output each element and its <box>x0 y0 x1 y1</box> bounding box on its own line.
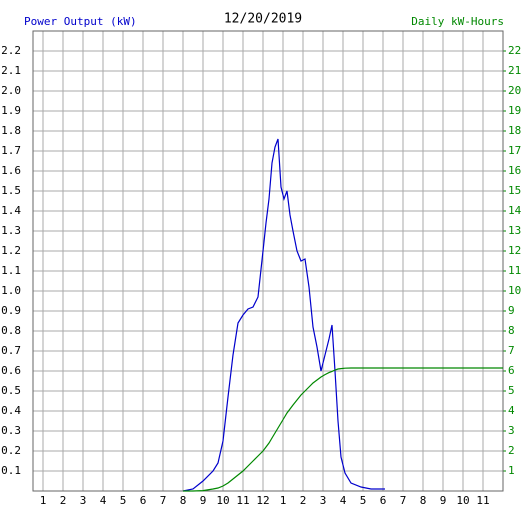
x-tick-label: 5 <box>360 494 367 507</box>
x-tick-label: 3 <box>80 494 87 507</box>
y-tick-label: 0.9 <box>1 304 21 317</box>
x-tick-label: 7 <box>160 494 167 507</box>
y2-tick-label: 1 <box>508 464 515 477</box>
x-tick-label: 1 <box>40 494 47 507</box>
y-tick-label: 0.7 <box>1 344 21 357</box>
plot-frame <box>32 30 504 492</box>
x-tick-label: 8 <box>180 494 187 507</box>
y-tick-label: 0.8 <box>1 324 21 337</box>
y-tick-label: 0.2 <box>1 444 21 457</box>
y2-tick-label: 9 <box>508 304 515 317</box>
y-tick-label: 0.3 <box>1 424 21 437</box>
y-tick-label: 1.9 <box>1 104 21 117</box>
x-tick-label: 7 <box>400 494 407 507</box>
x-tick-label: 11 <box>236 494 249 507</box>
y2-tick-label: 19 <box>508 104 521 117</box>
y-tick-label: 1.1 <box>1 264 21 277</box>
y2-tick-label: 5 <box>508 384 515 397</box>
y2-tick-label: 17 <box>508 144 521 157</box>
x-tick-label: 4 <box>340 494 347 507</box>
y-tick-label: 0.5 <box>1 384 21 397</box>
y-tick-label: 1.8 <box>1 124 21 137</box>
y-tick-label: 1.2 <box>1 244 21 257</box>
y2-tick-label: 11 <box>508 264 521 277</box>
y-tick-label: 2.0 <box>1 84 21 97</box>
x-tick-label: 11 <box>476 494 489 507</box>
y2-axis-label: Daily kW-Hours <box>411 15 504 28</box>
y2-tick-label: 14 <box>508 204 522 217</box>
y-tick-label: 1.3 <box>1 224 21 237</box>
x-tick-label: 5 <box>120 494 127 507</box>
y2-tick-label: 16 <box>508 164 521 177</box>
x-tick-label: 4 <box>100 494 107 507</box>
y-tick-label: 1.0 <box>1 284 21 297</box>
x-tick-label: 2 <box>60 494 67 507</box>
x-tick-label: 10 <box>456 494 469 507</box>
y2-tick-label: 6 <box>508 364 515 377</box>
y-tick-label: 1.4 <box>1 204 21 217</box>
series-line <box>183 367 503 492</box>
chart-title: 12/20/2019 <box>224 12 302 27</box>
y-tick-label: 1.6 <box>1 164 21 177</box>
y2-tick-label: 18 <box>508 124 521 137</box>
y-tick-label: 1.7 <box>1 144 21 157</box>
y-axis-label: Power Output (kW) <box>24 15 137 28</box>
y2-tick-label: 3 <box>508 424 515 437</box>
y-tick-label: 2.1 <box>1 64 21 77</box>
y2-tick-label: 8 <box>508 324 515 337</box>
y2-tick-label: 7 <box>508 344 515 357</box>
y2-tick-label: 13 <box>508 224 521 237</box>
y2-tick-label: 15 <box>508 184 521 197</box>
y2-tick-label: 21 <box>508 64 521 77</box>
x-tick-label: 9 <box>440 494 447 507</box>
x-tick-label: 10 <box>216 494 229 507</box>
y-tick-label: 1.5 <box>1 184 21 197</box>
x-tick-label: 1 <box>280 494 287 507</box>
y2-tick-label: 22 <box>508 44 521 57</box>
y2-tick-label: 10 <box>508 284 521 297</box>
x-tick-label: 9 <box>200 494 207 507</box>
y-tick-label: 0.6 <box>1 364 21 377</box>
x-tick-label: 12 <box>256 494 269 507</box>
x-tick-label: 8 <box>420 494 427 507</box>
y-tick-label: 0.1 <box>1 464 21 477</box>
x-tick-label: 6 <box>380 494 387 507</box>
x-tick-label: 6 <box>140 494 147 507</box>
y-tick-label: 2.2 <box>1 44 21 57</box>
x-tick-label: 2 <box>300 494 307 507</box>
y2-tick-label: 2 <box>508 444 515 457</box>
y2-tick-label: 4 <box>508 404 515 417</box>
series-line <box>182 138 385 492</box>
y2-tick-label: 20 <box>508 84 521 97</box>
x-tick-label: 3 <box>320 494 327 507</box>
y2-tick-label: 12 <box>508 244 521 257</box>
y-tick-label: 0.4 <box>1 404 21 417</box>
